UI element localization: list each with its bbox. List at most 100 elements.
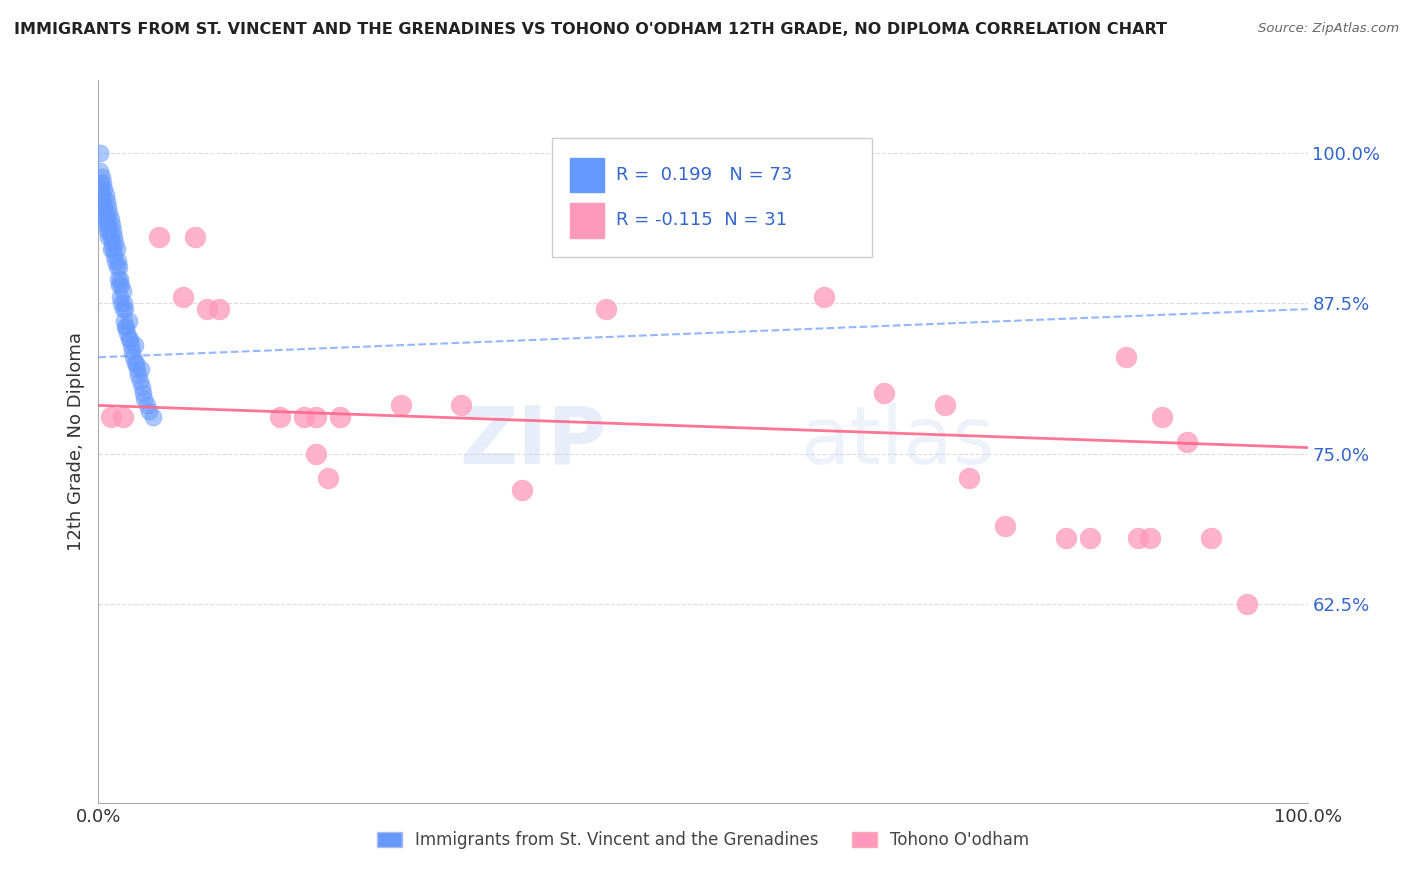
Point bbox=[108, 290, 131, 304]
Point bbox=[90, 181, 112, 195]
Point bbox=[195, 301, 218, 317]
Point bbox=[292, 410, 315, 425]
Point bbox=[1128, 531, 1150, 545]
Point bbox=[595, 301, 617, 317]
Point bbox=[114, 320, 136, 334]
Point bbox=[98, 205, 121, 219]
Point bbox=[93, 211, 115, 226]
Text: Source: ZipAtlas.com: Source: ZipAtlas.com bbox=[1258, 22, 1399, 36]
Point bbox=[94, 218, 117, 232]
Legend: Immigrants from St. Vincent and the Grenadines, Tohono O'odham: Immigrants from St. Vincent and the Gren… bbox=[370, 824, 1036, 856]
Point bbox=[110, 296, 132, 310]
Point bbox=[125, 356, 148, 370]
Point bbox=[89, 163, 111, 178]
Y-axis label: 12th Grade, No Diploma: 12th Grade, No Diploma bbox=[66, 332, 84, 551]
Point bbox=[105, 260, 128, 274]
Point bbox=[957, 471, 980, 485]
Point bbox=[117, 326, 139, 341]
Point bbox=[813, 290, 835, 304]
Point bbox=[91, 205, 114, 219]
Point bbox=[129, 362, 152, 376]
Point bbox=[94, 205, 117, 219]
Text: R =  0.199   N = 73: R = 0.199 N = 73 bbox=[616, 166, 793, 184]
Point bbox=[124, 338, 146, 352]
FancyBboxPatch shape bbox=[551, 138, 872, 257]
Point bbox=[142, 410, 165, 425]
Point bbox=[114, 301, 136, 317]
Point bbox=[90, 194, 112, 208]
Point bbox=[108, 260, 131, 274]
Point bbox=[93, 200, 115, 214]
Point bbox=[127, 368, 149, 383]
Point bbox=[120, 338, 142, 352]
Point bbox=[90, 176, 112, 190]
Text: atlas: atlas bbox=[800, 402, 994, 481]
Point bbox=[101, 224, 124, 238]
Point bbox=[124, 356, 146, 370]
Point bbox=[100, 235, 122, 250]
Point bbox=[172, 290, 194, 304]
Point bbox=[1115, 351, 1137, 365]
Point bbox=[91, 194, 114, 208]
Point bbox=[91, 169, 114, 184]
Point bbox=[104, 235, 127, 250]
Point bbox=[103, 229, 125, 244]
Point bbox=[103, 248, 125, 262]
Point bbox=[118, 332, 141, 346]
Point bbox=[305, 446, 328, 460]
Point bbox=[89, 145, 111, 160]
Point bbox=[91, 200, 114, 214]
Text: IMMIGRANTS FROM ST. VINCENT AND THE GRENADINES VS TOHONO O'ODHAM 12TH GRADE, NO : IMMIGRANTS FROM ST. VINCENT AND THE GREN… bbox=[14, 22, 1167, 37]
Point bbox=[98, 224, 121, 238]
Point bbox=[208, 301, 231, 317]
Point bbox=[121, 344, 143, 359]
Point bbox=[329, 410, 352, 425]
Point bbox=[96, 224, 118, 238]
Point bbox=[112, 296, 135, 310]
Point bbox=[1199, 531, 1222, 545]
Point bbox=[100, 218, 122, 232]
Point bbox=[128, 374, 150, 388]
Point bbox=[97, 218, 120, 232]
Point bbox=[107, 253, 129, 268]
Point bbox=[100, 242, 122, 256]
Point bbox=[934, 398, 956, 412]
Bar bbox=[569, 158, 603, 193]
Point bbox=[132, 386, 155, 401]
Bar bbox=[569, 203, 603, 238]
Point bbox=[269, 410, 291, 425]
Point bbox=[100, 410, 122, 425]
Point bbox=[305, 410, 328, 425]
Point bbox=[118, 332, 141, 346]
Point bbox=[184, 229, 207, 244]
Point bbox=[873, 386, 896, 401]
Point bbox=[1078, 531, 1101, 545]
Point bbox=[96, 194, 118, 208]
Point bbox=[131, 380, 153, 394]
Point bbox=[94, 187, 117, 202]
Text: R = -0.115  N = 31: R = -0.115 N = 31 bbox=[616, 211, 787, 229]
Point bbox=[108, 272, 131, 286]
Point bbox=[97, 229, 120, 244]
Point bbox=[111, 410, 134, 425]
Point bbox=[100, 229, 122, 244]
Point bbox=[100, 211, 122, 226]
Point bbox=[148, 229, 170, 244]
Point bbox=[91, 176, 114, 190]
Point bbox=[107, 272, 129, 286]
Point bbox=[101, 242, 124, 256]
Point bbox=[97, 200, 120, 214]
Point bbox=[138, 404, 160, 418]
Point bbox=[108, 277, 131, 292]
Point bbox=[105, 242, 128, 256]
Point bbox=[127, 362, 149, 376]
Point bbox=[389, 398, 412, 412]
Point bbox=[111, 301, 134, 317]
Point bbox=[110, 277, 132, 292]
Point bbox=[1236, 597, 1258, 611]
Point bbox=[104, 253, 127, 268]
Point bbox=[122, 351, 145, 365]
Point bbox=[510, 483, 533, 497]
Point bbox=[450, 398, 472, 412]
Point bbox=[1054, 531, 1077, 545]
